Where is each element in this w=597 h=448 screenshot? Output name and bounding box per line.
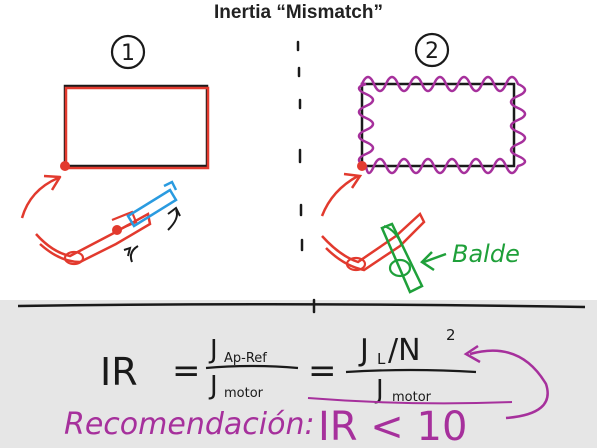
panel-2-arrow bbox=[320, 174, 359, 217]
panel-1-tool-blue bbox=[126, 188, 178, 228]
recommendation-underline bbox=[307, 397, 513, 405]
panel-1-rotate-arrow-1 bbox=[167, 209, 178, 231]
panel-1: 1 bbox=[20, 34, 210, 266]
panel-2-pivot-dot bbox=[357, 161, 367, 171]
panel-2-arm bbox=[321, 211, 426, 272]
formula-lhs: IR bbox=[100, 350, 138, 394]
frac1-numerator-sub: Ap-Ref bbox=[224, 351, 267, 366]
panel-2-joint-1 bbox=[345, 256, 367, 272]
slide-title: Inertia “Mismatch” bbox=[214, 2, 383, 23]
panel-1-arm bbox=[35, 212, 152, 264]
panel-2-arrowhead bbox=[343, 172, 363, 189]
panel-2-load-outline bbox=[360, 82, 516, 168]
formula-equals-2: = bbox=[308, 351, 337, 391]
panel-1-rotate-arrow-2 bbox=[129, 245, 139, 263]
panel-1-rotate-arrowhead-2 bbox=[123, 246, 132, 257]
formula: IR = J Ap-Ref J motor = J L /N 2 J motor bbox=[100, 326, 477, 405]
frac2-numerator-sub: L bbox=[377, 350, 386, 368]
panel-2-bucket-rim bbox=[383, 225, 403, 247]
panel-2-number-circle bbox=[414, 32, 450, 68]
panel-1-rotate-arrowhead-1 bbox=[167, 206, 181, 217]
frac2-numerator-sup: 2 bbox=[446, 326, 456, 344]
panel-1-load-red bbox=[64, 86, 210, 170]
frac2-bar bbox=[345, 368, 477, 374]
panel-1-joint-1 bbox=[63, 250, 85, 266]
panel-2: 2 Balde bbox=[320, 32, 527, 294]
frac2-denominator: J bbox=[374, 375, 384, 405]
frac2-numerator: J bbox=[358, 333, 369, 368]
panel-1-pivot-dot bbox=[60, 161, 70, 171]
panel-2-label-arrowhead bbox=[420, 251, 435, 272]
panel-1-arrow bbox=[20, 176, 59, 219]
panel-1-joint-2 bbox=[112, 225, 122, 235]
formula-equals-1: = bbox=[172, 351, 201, 391]
section-separator bbox=[17, 302, 586, 309]
frac2-denominator-sub: motor bbox=[392, 390, 432, 405]
panel-2-label-arrow bbox=[423, 252, 447, 264]
frac1-bar bbox=[205, 364, 299, 370]
panel-2-bucket bbox=[380, 222, 424, 294]
panel-2-balde-label: Balde bbox=[452, 240, 520, 268]
panel-1-number: 1 bbox=[121, 41, 135, 66]
recommendation-label: Recomendación: bbox=[64, 407, 315, 442]
recommendation-arrowhead bbox=[463, 344, 481, 364]
recommendation-value: IR < 10 bbox=[318, 404, 467, 448]
frac1-denominator-sub: motor bbox=[224, 386, 264, 401]
panel-2-bucket-bottom bbox=[388, 258, 412, 278]
panel-2-vibration-outline bbox=[357, 75, 527, 175]
panel-1-tool-tip bbox=[163, 180, 178, 191]
panel-1-arrowhead bbox=[43, 174, 62, 191]
frac1-numerator: J bbox=[208, 335, 218, 365]
lower-board bbox=[0, 300, 597, 448]
panel-1-wrist bbox=[111, 210, 138, 232]
recommendation-arrow bbox=[469, 349, 549, 420]
panel-2-number: 2 bbox=[425, 39, 439, 64]
panel-divider bbox=[296, 40, 316, 314]
frac1-denominator: J bbox=[208, 371, 218, 401]
panel-1-number-circle bbox=[110, 34, 146, 70]
frac2-numerator-slash: /N bbox=[388, 333, 421, 368]
